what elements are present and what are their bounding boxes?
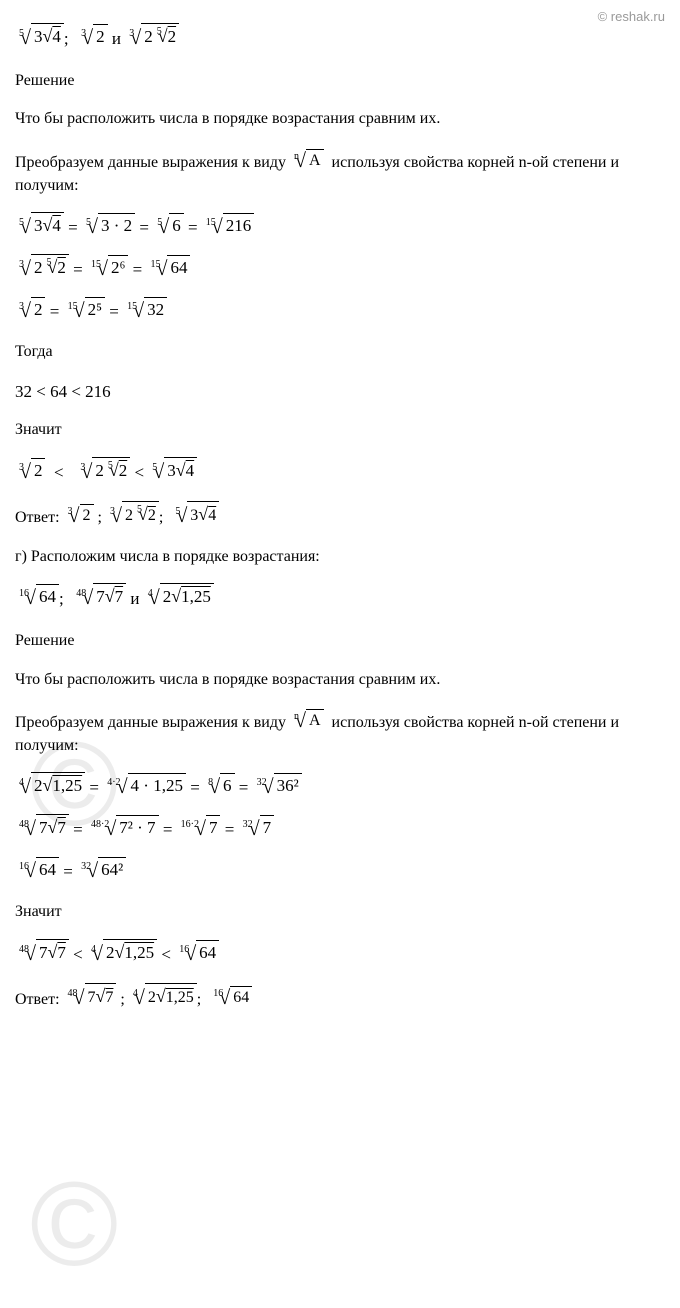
equation-6: 16√64 = 32√64²	[15, 857, 665, 885]
result-1: 3√2 < 3√25√2 < 5√3√4	[15, 458, 665, 486]
comparison-1: 32 < 64 < 216	[15, 380, 665, 404]
transform-text-1: Преобразуем данные выражения к виду n√A …	[15, 147, 665, 197]
means-label-2: Значит	[15, 901, 665, 923]
equation-5: 48√7√7 = 48·2√7² · 7 = 16·2√7 = 32√7	[15, 815, 665, 843]
answer-2: Ответ: 48√7√7 ; 4√2√1,25; 16√64	[15, 984, 665, 1012]
intro-text-1: Что бы расположить числа в порядке возра…	[15, 108, 665, 130]
equation-3: 3√2 = 15√2⁵ = 15√32	[15, 297, 665, 325]
result-2: 48√7√7 < 4√2√1,25 < 16√64	[15, 940, 665, 968]
intro-expression: 5√3√4; 3√2 и 3√25√2	[15, 24, 665, 52]
expr-g: 16√64; 48√7√7 и 4√2√1,25	[15, 584, 665, 612]
part-g-heading: г) Расположим числа в порядке возрастани…	[15, 546, 665, 568]
answer-label-1: Ответ:	[15, 509, 64, 526]
document-content: 5√3√4; 3√2 и 3√25√2 Решение Что бы распо…	[15, 24, 665, 1012]
answer-label-2: Ответ:	[15, 991, 64, 1008]
means-label-1: Значит	[15, 419, 665, 441]
then-label: Тогда	[15, 341, 665, 363]
answer-1: Ответ: 3√2 ; 3√25√2; 5√3√4	[15, 502, 665, 530]
equation-1: 5√3√4 = 5√3 · 2 = 5√6 = 15√216	[15, 213, 665, 241]
intro-text-2: Что бы расположить числа в порядке возра…	[15, 669, 665, 691]
solution-heading-2: Решение	[15, 630, 665, 652]
equation-4: 4√2√1,25 = 4·2√4 · 1,25 = 8√6 = 32√36²	[15, 773, 665, 801]
watermark-bg-2: ©	[30, 1140, 118, 1308]
transform-text-2: Преобразуем данные выражения к виду n√A …	[15, 707, 665, 757]
equation-2: 3√25√2 = 15√2⁶ = 15√64	[15, 255, 665, 283]
solution-heading-1: Решение	[15, 70, 665, 92]
